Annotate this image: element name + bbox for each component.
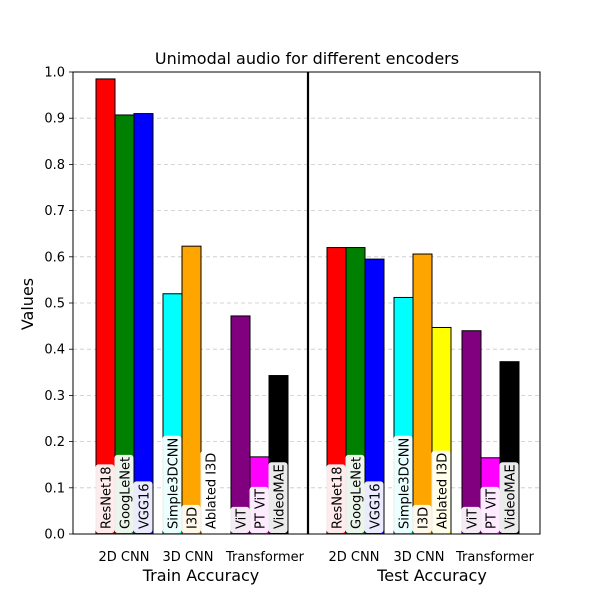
bar-label-box <box>461 506 481 533</box>
bar-label-group: VideoMAE <box>499 462 519 533</box>
bar-label-group: Ablated I3D <box>431 450 451 533</box>
bar-label-box <box>249 486 269 533</box>
bar-label-group: VGG16 <box>133 481 153 533</box>
bar-label: I3D <box>186 507 201 529</box>
x-subgroup-label: 3D CNN <box>394 550 445 565</box>
bar-label-box <box>431 450 451 533</box>
bar-label: Simple3DCNN <box>398 438 413 529</box>
bar-label: ResNet18 <box>100 466 115 529</box>
bar <box>133 113 154 535</box>
bar-label-group: GoogLeNet <box>114 454 134 533</box>
x-subgroup-label: Transformer <box>225 550 305 565</box>
x-subgroup-label: 2D CNN <box>329 550 380 565</box>
bar-label-box <box>200 450 220 533</box>
chart-title: Unimodal audio for different encoders <box>155 49 459 68</box>
x-subgroup-label: Transformer <box>455 550 535 565</box>
bar-label-group: VideoMAE <box>268 462 288 533</box>
bar-label-group: Ablated I3D <box>200 450 220 533</box>
bar-label-box <box>230 506 250 533</box>
bar-label-box <box>181 504 201 533</box>
bar-label-group: I3D <box>181 504 201 533</box>
bar-label: VideoMAE <box>273 464 288 529</box>
y-tick-label: 0.5 <box>44 297 65 312</box>
bar-label: ResNet18 <box>331 466 346 529</box>
bar-label: PT ViT <box>485 489 500 529</box>
y-tick-label: 0.2 <box>44 435 65 450</box>
bar-label-group: ViT <box>230 506 250 533</box>
y-tick-label: 0.4 <box>44 343 65 358</box>
plot-frame <box>72 71 541 535</box>
bar <box>181 245 202 535</box>
bar-label: I3D <box>417 507 432 529</box>
bar-label: Ablated I3D <box>205 453 220 529</box>
bar-label-group: ResNet18 <box>326 464 346 533</box>
bar-label-box <box>412 504 432 533</box>
bar-label-group: ResNet18 <box>95 464 115 533</box>
bar-label: VGG16 <box>138 483 153 529</box>
bar-label: ViT <box>466 509 481 529</box>
bar-label-group: PT ViT <box>480 486 500 533</box>
bar-label: Simple3DCNN <box>167 438 182 529</box>
y-tick-label: 0.0 <box>44 528 65 543</box>
bar-label-box <box>345 454 365 533</box>
bar-label: PT ViT <box>254 489 269 529</box>
y-tick-label: 1.0 <box>44 66 65 81</box>
bar <box>230 315 251 535</box>
y-tick-label: 0.8 <box>44 158 65 173</box>
bar-label: GoogLeNet <box>350 457 365 529</box>
bar-label-group: I3D <box>412 504 432 533</box>
y-tick-label: 0.1 <box>44 481 65 496</box>
bar-label-box <box>326 464 346 533</box>
y-axis-title: Values <box>18 278 37 330</box>
x-group-label: Test Accuracy <box>376 566 487 585</box>
bar-label-group: Simple3DCNN <box>393 435 413 533</box>
bar-label-box <box>133 481 153 533</box>
bar-label: VGG16 <box>369 483 384 529</box>
y-tick-label: 0.9 <box>44 112 65 127</box>
bar-label-box <box>114 454 134 533</box>
bar-label-group: ViT <box>461 506 481 533</box>
x-subgroup-label: 3D CNN <box>163 550 214 565</box>
bar <box>412 253 433 535</box>
bar-label-box <box>480 486 500 533</box>
bar-label: GoogLeNet <box>119 457 134 529</box>
bar-label-box <box>364 481 384 533</box>
bar-label: ViT <box>235 509 250 529</box>
bar-label-group: PT ViT <box>249 486 269 533</box>
bar-label-box <box>162 435 182 533</box>
y-tick-label: 0.7 <box>44 204 65 219</box>
bar-label-group: GoogLeNet <box>345 454 365 533</box>
x-group-label: Train Accuracy <box>142 566 260 585</box>
x-subgroup-label: 2D CNN <box>99 550 150 565</box>
bar-label: VideoMAE <box>504 464 519 529</box>
bar-label-box <box>499 462 519 533</box>
bar-label-group: VGG16 <box>364 481 384 533</box>
bar <box>461 330 482 535</box>
bar-label: Ablated I3D <box>436 453 451 529</box>
bar-label-group: Simple3DCNN <box>162 435 182 533</box>
y-tick-label: 0.6 <box>44 250 65 265</box>
bar-label-box <box>268 462 288 533</box>
y-tick-label: 0.3 <box>44 389 65 404</box>
bar-label-box <box>393 435 413 533</box>
bar-label-box <box>95 464 115 533</box>
